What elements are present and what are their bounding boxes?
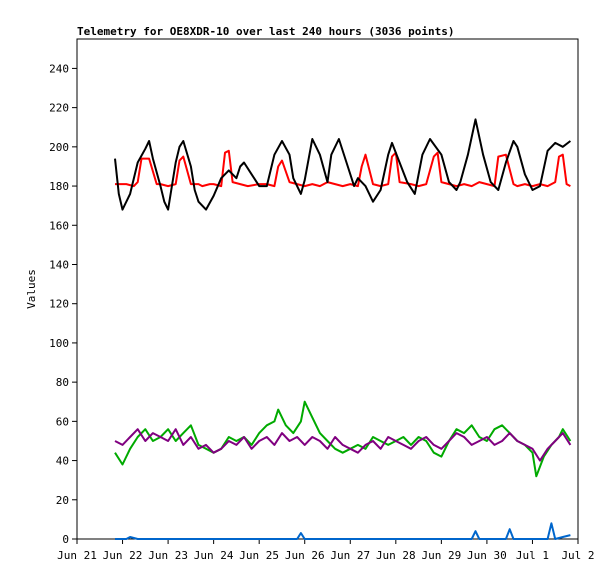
x-tick-label: Jun 25 (239, 549, 279, 562)
x-tick-label: Jun 29 (421, 549, 461, 562)
chart-title: Telemetry for OE8XDR-10 over last 240 ho… (77, 25, 455, 38)
y-tick-label: 0 (62, 533, 69, 546)
y-tick-label: 60 (56, 415, 69, 428)
y-tick-label: 80 (56, 376, 69, 389)
series-line (115, 149, 571, 188)
y-tick-label: 180 (49, 180, 69, 193)
y-tick-label: 20 (56, 494, 69, 507)
series-line (114, 118, 572, 211)
y-tick-label: 120 (49, 298, 69, 311)
x-tick-label: Jun 24 (194, 549, 234, 562)
y-tick-label: 220 (49, 102, 69, 115)
x-tick-label: Jun 26 (285, 549, 325, 562)
x-tick-label: Jun 21 (57, 549, 97, 562)
series-layer (114, 118, 572, 540)
x-tick-label: Jun 27 (330, 549, 370, 562)
x-axis: Jun 21 Jun 22 Jun 23 Jun 24 Jun 25 Jun 26 Jun … (57, 539, 595, 562)
x-tick-label: Jun 30 (467, 549, 507, 562)
y-axis: 0 20 40 60 80 100 120 140 160 180 200 220 240 (49, 62, 77, 546)
series-line (114, 428, 572, 462)
x-tick-label: Jun 23 (148, 549, 188, 562)
x-tick-label: Jul 1 (516, 549, 549, 562)
plot-area-frame (76, 38, 579, 540)
x-tick-label: Jun 28 (376, 549, 416, 562)
series-line (114, 400, 572, 478)
y-tick-label: 160 (49, 219, 69, 232)
y-axis-label: Values (25, 269, 38, 309)
y-tick-label: 100 (49, 337, 69, 350)
y-tick-label: 240 (49, 62, 69, 75)
x-tick-label: Jul 2 (561, 549, 594, 562)
y-tick-label: 200 (49, 141, 69, 154)
x-tick-label: Jun 22 (103, 549, 143, 562)
y-tick-label: 40 (56, 455, 69, 468)
series-line (115, 522, 571, 540)
y-tick-label: 140 (49, 258, 69, 271)
